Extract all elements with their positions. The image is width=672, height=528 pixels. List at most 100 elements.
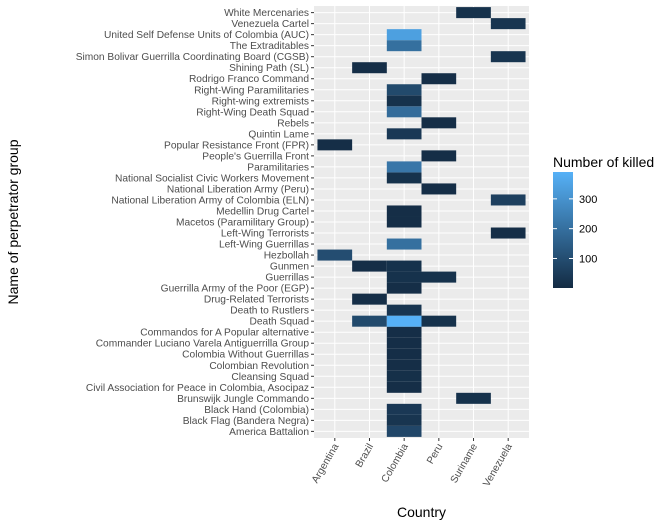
y-tick-label: The Extraditables: [230, 41, 309, 52]
y-tick-label: Popular Resistance Front (FPR): [164, 140, 309, 151]
heatmap-cell: [421, 271, 457, 283]
y-tick-label: Black Hand (Colombia): [204, 405, 309, 416]
heatmap-cell: [421, 73, 457, 85]
y-tick-label: Hezbollah: [264, 251, 309, 262]
heatmap-cell: [352, 260, 387, 272]
heatmap-cell: [386, 238, 422, 250]
heatmap-cell: [386, 29, 422, 41]
y-tick-label: Guerrillas: [265, 273, 309, 284]
y-tick-label: Shining Path (SL): [229, 63, 309, 74]
y-tick-label: Colombia Without Guerrillas: [182, 350, 309, 361]
x-tick-label: Venezuela: [481, 442, 514, 489]
heatmap-cell: [386, 282, 422, 294]
y-tick-label: Quintin Lame: [248, 129, 309, 140]
y-tick-label: Death Squad: [250, 317, 310, 328]
heatmap-cell: [386, 403, 422, 415]
heatmap-cell: [317, 249, 353, 261]
colorbar-tick-label: 200: [579, 224, 597, 236]
y-tick-label: Right-wing extremists: [212, 96, 309, 107]
colorbar: [553, 172, 573, 288]
y-tick-label: United Self Defense Units of Colombia (A…: [104, 30, 309, 41]
y-tick-label: Simon Bolivar Guerrilla Coordinating Boa…: [76, 52, 309, 63]
legend: Number of killed 100 200 300: [553, 154, 654, 288]
y-tick-label: National Liberation Army (Peru): [167, 184, 309, 195]
y-tick-label: Guerrilla Army of the Poor (EGP): [161, 284, 309, 295]
y-tick-label: Brunswijk Jungle Commando: [177, 394, 309, 405]
x-tick-label: Argentina: [310, 442, 341, 486]
y-tick-label: Left-Wing Terrorists: [221, 229, 309, 240]
heatmap-cell: [386, 370, 422, 382]
x-tick-label: Peru: [425, 442, 445, 466]
heatmap-cell: [386, 326, 422, 338]
heatmap-cell: [386, 381, 422, 393]
heatmap-cell: [386, 172, 422, 184]
heatmap-cell: [386, 216, 422, 228]
y-tick-label: Paramilitaries: [247, 162, 309, 173]
heatmap-cell: [490, 18, 526, 30]
y-tick-label: Death to Rustlers: [230, 306, 309, 317]
y-tick-label: White Mercenaries: [224, 8, 309, 19]
y-axis-title: Name of perpetrator group: [5, 139, 21, 304]
heatmap-cell: [490, 194, 526, 206]
heatmap-cell: [317, 139, 353, 151]
heatmap-cell: [352, 62, 387, 74]
heatmap-cell: [386, 414, 422, 426]
colorbar-ticks: 100 200 300: [553, 194, 597, 265]
heatmap-cell: [352, 293, 387, 305]
heatmap-cell: [386, 40, 422, 52]
heatmap-cell: [421, 150, 457, 162]
x-axis-ticks: Argentina Brazil Colombia Peru Suriname Venez…: [310, 438, 515, 489]
heatmap-cell: [386, 95, 422, 107]
colorbar-tick-label: 100: [579, 253, 597, 265]
x-tick-label: Suriname: [449, 442, 480, 486]
heatmap-cell: [421, 117, 457, 129]
legend-title: Number of killed: [553, 154, 654, 170]
heatmap-cells: [317, 7, 526, 437]
colorbar-tick-label: 300: [579, 194, 597, 206]
y-tick-label: Colombian Revolution: [209, 361, 309, 372]
y-tick-label: Gunmen: [270, 262, 309, 273]
heatmap-cell: [386, 84, 422, 96]
y-tick-label: People's Guerrilla Front: [202, 151, 309, 162]
heatmap-cell: [386, 128, 422, 140]
y-tick-label: Cleansing Squad: [231, 372, 309, 383]
x-tick-label: Colombia: [380, 442, 411, 485]
x-tick-label: Brazil: [354, 442, 376, 470]
y-tick-label: Black Flag (Bandera Negra): [183, 416, 309, 427]
heatmap-cell: [490, 51, 526, 63]
heatmap-cell: [386, 337, 422, 349]
heatmap-cell: [421, 315, 457, 327]
y-tick-label: National Socialist Civic Workers Movemen…: [115, 173, 309, 184]
x-axis-title: Country: [397, 504, 446, 520]
y-tick-label: Venezuela Cartel: [231, 19, 309, 30]
y-tick-label: Left-Wing Guerrillas: [219, 240, 309, 251]
heatmap-cell: [386, 315, 422, 327]
y-tick-label: Civil Association for Peace in Colombia,…: [86, 383, 309, 394]
heatmap-cell: [386, 161, 422, 173]
heatmap-cell: [386, 260, 422, 272]
y-tick-label: Rodrigo Franco Command: [189, 74, 309, 85]
heatmap-cell: [386, 304, 422, 316]
y-tick-label: Drug-Related Terrorists: [204, 295, 309, 306]
y-tick-label: Macetos (Paramilitary Group): [176, 218, 309, 229]
heatmap-cell: [490, 227, 526, 239]
heatmap-cell: [386, 106, 422, 118]
y-tick-label: Right-Wing Death Squad: [196, 107, 309, 118]
y-tick-label: Medellin Drug Cartel: [216, 206, 309, 217]
y-tick-label: America Battalion: [229, 427, 309, 438]
heatmap-cell: [386, 425, 422, 437]
heatmap-cell: [352, 315, 387, 327]
heatmap-cell: [386, 359, 422, 371]
y-tick-label: Rebels: [277, 118, 309, 129]
heatmap-cell: [421, 183, 457, 195]
y-tick-label: Commandos for A Popular alternative: [140, 328, 309, 339]
y-tick-label: National Liberation Army of Colombia (EL…: [111, 195, 309, 206]
heatmap-cell: [456, 392, 491, 404]
y-tick-label: Right-Wing Paramilitaries: [194, 85, 309, 96]
heatmap-cell: [386, 271, 422, 283]
heatmap-cell: [386, 205, 422, 217]
heatmap-cell: [456, 7, 491, 19]
y-tick-label: Commander Luciano Varela Antiguerrilla G…: [96, 339, 310, 350]
